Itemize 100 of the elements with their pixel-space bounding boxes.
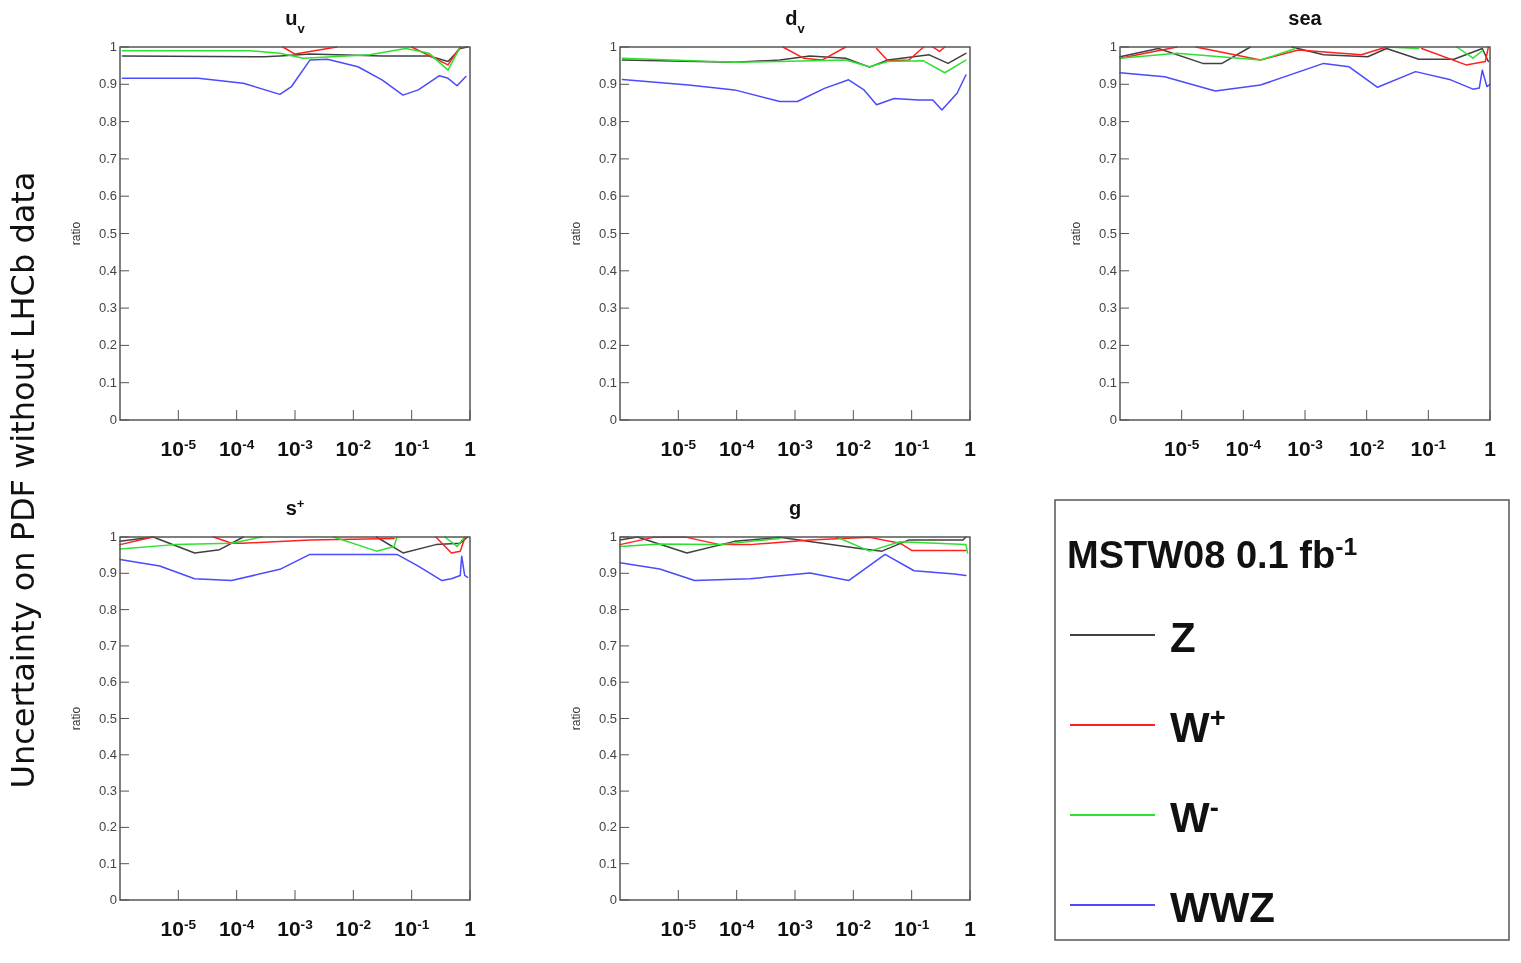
y-tick-label: 0.5	[98, 225, 117, 241]
y-tick-label: 0.3	[98, 300, 117, 316]
y-tick-label: 0.7	[598, 150, 617, 166]
x-tick-label: 10$^{-4}$	[718, 436, 755, 460]
y-tick-label: 0.4	[98, 262, 117, 278]
chart-title: g	[788, 497, 802, 519]
y-tick-label: 0.2	[98, 819, 117, 835]
y-tick-label: 0	[609, 892, 617, 907]
x-tick-label: 10$^{-2}$	[835, 916, 872, 940]
y-tick-label: 0.8	[1098, 113, 1117, 129]
y-tick-label: 0.5	[98, 710, 117, 726]
y-tick-label: 0.4	[598, 746, 617, 762]
y-tick-label: 0.6	[1098, 188, 1117, 204]
legend-title: MSTW08 0.1 fb$^{-1}$	[1067, 532, 1358, 576]
y-tick-label: 0.3	[598, 783, 617, 799]
legend-label: W$^{+}$	[1170, 701, 1226, 751]
x-tick-label: 10$^{-2}$	[1348, 436, 1385, 460]
y-tick-label: 0.7	[1098, 150, 1117, 166]
y-tick-label: 0.2	[98, 337, 117, 353]
y-tick-label: 0.4	[598, 262, 617, 278]
x-tick-label: 10$^{-1}$	[393, 436, 430, 460]
y-tick-label: 0	[1109, 412, 1117, 427]
chart-title: d$_{v}$	[785, 7, 806, 36]
y-tick-label: 0.5	[598, 710, 617, 726]
x-tick-label: 10$^{-5}$	[160, 436, 197, 460]
y-tick-label: 0	[109, 892, 117, 907]
legend-label: W$^{-}$	[1170, 791, 1219, 841]
x-tick-label: 10$^{-3}$	[777, 916, 814, 940]
y-tick-label: 0.2	[598, 337, 617, 353]
x-tick-label: 10$^{-2}$	[335, 436, 372, 460]
y-tick-label: 0.2	[598, 819, 617, 835]
x-tick-label: 10$^{-5}$	[160, 916, 197, 940]
y-tick-label: 0.4	[98, 746, 117, 762]
x-tick-label: 1	[964, 437, 977, 460]
text: Uncertainty on PDF without LHCb data	[4, 171, 42, 789]
x-tick-label: 10$^{-1}$	[393, 916, 430, 940]
x-tick-label: 1	[464, 437, 477, 460]
x-tick-label: 10$^{-5}$	[1163, 436, 1200, 460]
y-tick-label: 0.1	[98, 855, 117, 871]
x-tick-label: 1	[964, 917, 977, 940]
y-tick-label: 0.1	[598, 855, 617, 871]
y-tick-label: 1	[109, 529, 117, 544]
x-tick-label: 1	[464, 917, 477, 940]
legend-label: Z	[1170, 614, 1196, 661]
x-tick-label: 10$^{-2}$	[835, 436, 872, 460]
y-tick-label: 0.9	[1098, 76, 1117, 92]
y-tick-label: 1	[609, 39, 617, 54]
y-tick-label: 0.5	[598, 225, 617, 241]
x-tick-label: 10$^{-3}$	[277, 916, 314, 940]
y-axis-title: ratio	[69, 706, 83, 731]
y-tick-label: 0	[609, 412, 617, 427]
x-tick-label: 10$^{-1}$	[1410, 436, 1447, 460]
y-tick-label: 1	[1109, 39, 1117, 54]
y-tick-label: 0.7	[98, 150, 117, 166]
y-tick-label: 0.4	[1098, 262, 1117, 278]
y-tick-label: 0	[109, 412, 117, 427]
x-tick-label: 10$^{-4}$	[718, 916, 755, 940]
x-tick-label: 10$^{-4}$	[218, 916, 255, 940]
y-tick-label: 0.2	[1098, 337, 1117, 353]
y-tick-label: 0.3	[1098, 300, 1117, 316]
y-axis-title: ratio	[69, 221, 83, 246]
y-axis-title: ratio	[569, 706, 583, 731]
y-tick-label: 0.9	[598, 76, 617, 92]
chart-title: u$_{v}$	[285, 7, 306, 36]
chart-title: sea	[1288, 7, 1323, 29]
y-tick-label: 0.9	[98, 76, 117, 92]
y-tick-label: 0.8	[598, 113, 617, 129]
x-tick-label: 10$^{-2}$	[335, 916, 372, 940]
y-tick-label: 0.9	[98, 565, 117, 581]
x-tick-label: 10$^{-4}$	[1225, 436, 1262, 460]
y-tick-label: 0.1	[1098, 374, 1117, 390]
y-tick-label: 0.6	[98, 674, 117, 690]
x-tick-label: 1	[1484, 437, 1497, 460]
y-tick-label: 1	[609, 529, 617, 544]
x-tick-label: 10$^{-4}$	[218, 436, 255, 460]
x-tick-label: 10$^{-3}$	[777, 436, 814, 460]
x-tick-label: 10$^{-3}$	[277, 436, 314, 460]
y-tick-label: 0.9	[598, 565, 617, 581]
y-tick-label: 0.5	[1098, 225, 1117, 241]
y-tick-label: 0.3	[598, 300, 617, 316]
y-tick-label: 0.7	[598, 637, 617, 653]
y-tick-label: 0.8	[598, 601, 617, 617]
x-tick-label: 10$^{-1}$	[893, 916, 930, 940]
y-tick-label: 0.3	[98, 783, 117, 799]
y-tick-label: 0.8	[98, 113, 117, 129]
y-tick-label: 0.1	[98, 374, 117, 390]
y-tick-label: 0.8	[98, 601, 117, 617]
y-tick-label: 0.1	[598, 374, 617, 390]
x-tick-label: 10$^{-3}$	[1287, 436, 1324, 460]
y-axis-title: ratio	[569, 221, 583, 246]
y-tick-label: 1	[109, 39, 117, 54]
y-axis-title: ratio	[1069, 221, 1083, 246]
y-tick-label: 0.6	[598, 674, 617, 690]
legend-label: WWZ	[1170, 884, 1275, 931]
x-tick-label: 10$^{-5}$	[660, 436, 697, 460]
x-tick-label: 10$^{-1}$	[893, 436, 930, 460]
chart-title: s$^{+}$	[285, 495, 305, 519]
y-tick-label: 0.6	[98, 188, 117, 204]
y-tick-label: 0.6	[598, 188, 617, 204]
y-tick-label: 0.7	[98, 637, 117, 653]
